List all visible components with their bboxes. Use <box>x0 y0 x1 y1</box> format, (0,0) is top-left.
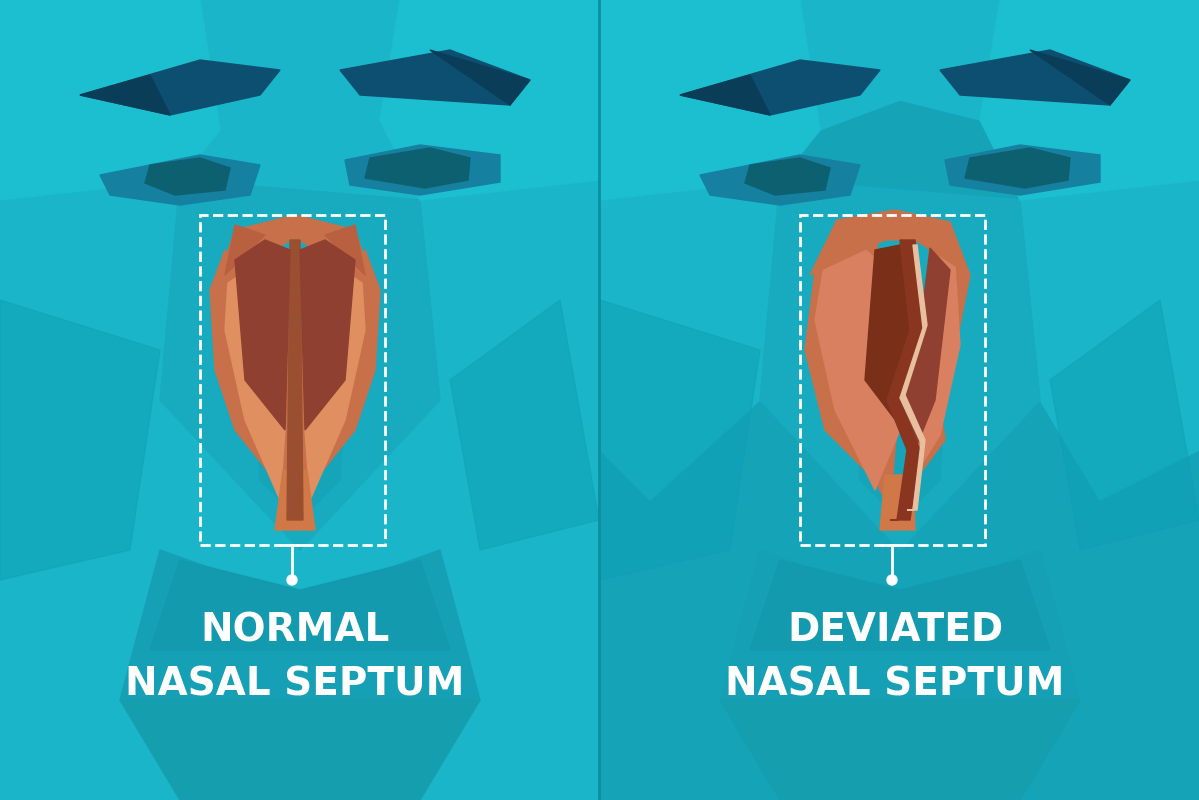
Polygon shape <box>864 245 910 430</box>
Polygon shape <box>800 0 1000 130</box>
Text: NASAL SEPTUM: NASAL SEPTUM <box>725 666 1065 704</box>
Polygon shape <box>159 180 440 550</box>
Polygon shape <box>325 225 364 275</box>
Polygon shape <box>300 250 380 510</box>
Polygon shape <box>945 145 1099 195</box>
Polygon shape <box>1030 50 1129 105</box>
Polygon shape <box>0 180 180 500</box>
Text: DEVIATED: DEVIATED <box>787 611 1004 649</box>
Polygon shape <box>700 155 860 205</box>
Polygon shape <box>120 700 480 800</box>
Polygon shape <box>721 700 1080 800</box>
Polygon shape <box>805 240 905 510</box>
Polygon shape <box>430 50 530 105</box>
Polygon shape <box>965 148 1070 188</box>
Polygon shape <box>600 0 820 200</box>
Polygon shape <box>225 240 285 500</box>
Polygon shape <box>600 180 781 500</box>
Polygon shape <box>680 60 880 115</box>
Polygon shape <box>903 248 950 450</box>
Polygon shape <box>364 148 470 188</box>
Polygon shape <box>380 0 600 200</box>
Polygon shape <box>1020 180 1199 500</box>
Polygon shape <box>450 300 600 550</box>
Polygon shape <box>235 240 290 430</box>
Polygon shape <box>900 245 927 510</box>
Polygon shape <box>751 560 1050 650</box>
Polygon shape <box>940 50 1129 105</box>
Polygon shape <box>680 75 770 115</box>
Polygon shape <box>811 210 970 275</box>
Polygon shape <box>210 250 290 510</box>
Polygon shape <box>0 300 159 580</box>
Polygon shape <box>341 50 530 105</box>
Polygon shape <box>345 145 500 195</box>
Polygon shape <box>287 240 303 520</box>
Polygon shape <box>880 475 915 530</box>
Polygon shape <box>721 550 1080 700</box>
Polygon shape <box>850 280 950 520</box>
Polygon shape <box>0 0 219 200</box>
Polygon shape <box>1050 300 1199 550</box>
Polygon shape <box>145 158 230 195</box>
Polygon shape <box>600 300 760 580</box>
Polygon shape <box>906 245 960 475</box>
Polygon shape <box>225 225 265 275</box>
Polygon shape <box>100 155 260 205</box>
Polygon shape <box>275 470 315 530</box>
Polygon shape <box>80 75 170 115</box>
Polygon shape <box>745 158 830 195</box>
Polygon shape <box>980 0 1199 200</box>
Polygon shape <box>120 550 480 700</box>
Bar <box>800 215 986 545</box>
Circle shape <box>887 575 897 585</box>
Circle shape <box>287 575 297 585</box>
Polygon shape <box>80 60 281 115</box>
Polygon shape <box>760 180 1040 550</box>
Polygon shape <box>150 560 450 650</box>
Polygon shape <box>420 180 600 500</box>
Polygon shape <box>215 215 375 290</box>
Polygon shape <box>200 0 400 130</box>
Polygon shape <box>815 245 900 490</box>
Bar <box>200 215 385 545</box>
Polygon shape <box>887 240 924 520</box>
Text: NASAL SEPTUM: NASAL SEPTUM <box>126 666 465 704</box>
Polygon shape <box>300 240 355 430</box>
Text: NORMAL: NORMAL <box>200 611 390 649</box>
Polygon shape <box>905 245 970 500</box>
Polygon shape <box>305 240 364 500</box>
Polygon shape <box>251 280 350 520</box>
